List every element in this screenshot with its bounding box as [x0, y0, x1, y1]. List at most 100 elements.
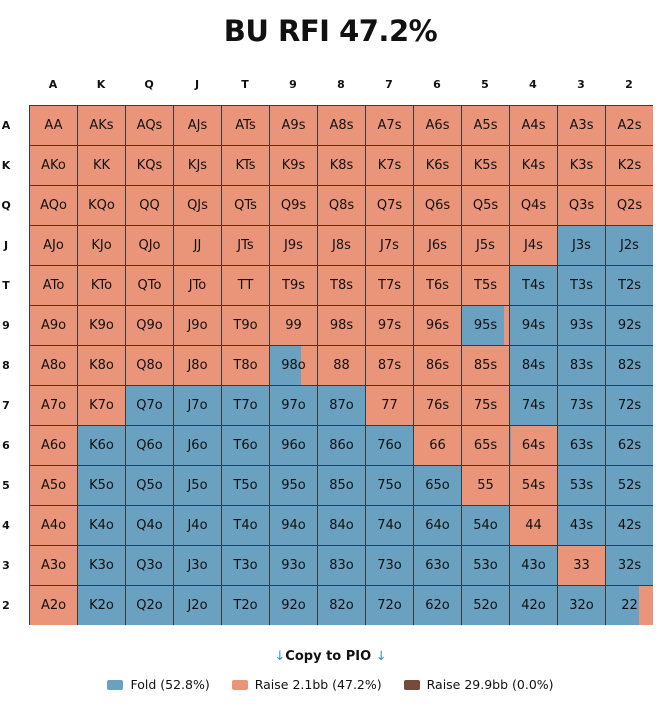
hand-cell[interactable]: T5s [462, 266, 509, 305]
hand-cell[interactable]: 86o [318, 426, 365, 465]
hand-cell[interactable]: 52o [462, 586, 509, 625]
hand-cell[interactable]: 52s [606, 466, 653, 505]
hand-cell[interactable]: KJo [78, 226, 125, 265]
hand-cell[interactable]: Q3s [558, 186, 605, 225]
hand-cell[interactable]: 82s [606, 346, 653, 385]
hand-cell[interactable]: T3o [222, 546, 269, 585]
hand-cell[interactable]: QJs [174, 186, 221, 225]
hand-cell[interactable]: 92o [270, 586, 317, 625]
hand-cell[interactable]: T3s [558, 266, 605, 305]
hand-cell[interactable]: TT [222, 266, 269, 305]
hand-cell[interactable]: 43s [558, 506, 605, 545]
hand-cell[interactable]: 77 [366, 386, 413, 425]
hand-cell[interactable]: 93s [558, 306, 605, 345]
hand-cell[interactable]: 74s [510, 386, 557, 425]
hand-cell[interactable]: K2o [78, 586, 125, 625]
hand-cell[interactable]: J9s [270, 226, 317, 265]
hand-cell[interactable]: K7o [78, 386, 125, 425]
hand-cell[interactable]: K3o [78, 546, 125, 585]
hand-cell[interactable]: 92s [606, 306, 653, 345]
hand-cell[interactable]: JTo [174, 266, 221, 305]
hand-cell[interactable]: T5o [222, 466, 269, 505]
hand-cell[interactable]: J5s [462, 226, 509, 265]
hand-cell[interactable]: 86s [414, 346, 461, 385]
hand-cell[interactable]: 66 [414, 426, 461, 465]
hand-cell[interactable]: K5s [462, 146, 509, 185]
hand-cell[interactable]: 87o [318, 386, 365, 425]
hand-cell[interactable]: KQs [126, 146, 173, 185]
hand-cell[interactable]: Q9o [126, 306, 173, 345]
hand-cell[interactable]: QTs [222, 186, 269, 225]
hand-cell[interactable]: K2s [606, 146, 653, 185]
hand-cell[interactable]: AJs [174, 106, 221, 145]
hand-cell[interactable]: 95s [462, 306, 509, 345]
hand-cell[interactable]: 98o [270, 346, 317, 385]
hand-cell[interactable]: AJo [30, 226, 77, 265]
hand-cell[interactable]: 76o [366, 426, 413, 465]
hand-cell[interactable]: 87s [366, 346, 413, 385]
hand-cell[interactable]: JTs [222, 226, 269, 265]
hand-cell[interactable]: J6s [414, 226, 461, 265]
hand-cell[interactable]: Q2o [126, 586, 173, 625]
hand-cell[interactable]: JJ [174, 226, 221, 265]
hand-cell[interactable]: J6o [174, 426, 221, 465]
hand-cell[interactable]: AA [30, 106, 77, 145]
hand-cell[interactable]: Q2s [606, 186, 653, 225]
hand-cell[interactable]: 95o [270, 466, 317, 505]
hand-cell[interactable]: K8s [318, 146, 365, 185]
hand-cell[interactable]: T2o [222, 586, 269, 625]
hand-cell[interactable]: 83o [318, 546, 365, 585]
hand-cell[interactable]: 75o [366, 466, 413, 505]
hand-cell[interactable]: J7s [366, 226, 413, 265]
hand-cell[interactable]: T8s [318, 266, 365, 305]
hand-cell[interactable]: T7o [222, 386, 269, 425]
hand-cell[interactable]: Q8s [318, 186, 365, 225]
hand-cell[interactable]: A8s [318, 106, 365, 145]
hand-cell[interactable]: 99 [270, 306, 317, 345]
hand-cell[interactable]: QQ [126, 186, 173, 225]
hand-cell[interactable]: Q7s [366, 186, 413, 225]
hand-cell[interactable]: 62s [606, 426, 653, 465]
hand-cell[interactable]: 64s [510, 426, 557, 465]
hand-cell[interactable]: Q8o [126, 346, 173, 385]
hand-cell[interactable]: T8o [222, 346, 269, 385]
hand-cell[interactable]: A2o [30, 586, 77, 625]
hand-cell[interactable]: J8s [318, 226, 365, 265]
hand-cell[interactable]: 54s [510, 466, 557, 505]
hand-cell[interactable]: K9s [270, 146, 317, 185]
hand-cell[interactable]: 73s [558, 386, 605, 425]
hand-cell[interactable]: AQs [126, 106, 173, 145]
hand-cell[interactable]: 76s [414, 386, 461, 425]
hand-cell[interactable]: K7s [366, 146, 413, 185]
hand-cell[interactable]: K5o [78, 466, 125, 505]
hand-cell[interactable]: Q4o [126, 506, 173, 545]
hand-cell[interactable]: 97o [270, 386, 317, 425]
hand-cell[interactable]: 62o [414, 586, 461, 625]
hand-cell[interactable]: 84s [510, 346, 557, 385]
hand-cell[interactable]: A2s [606, 106, 653, 145]
hand-cell[interactable]: KQo [78, 186, 125, 225]
hand-cell[interactable]: 65o [414, 466, 461, 505]
hand-cell[interactable]: ATo [30, 266, 77, 305]
hand-cell[interactable]: K3s [558, 146, 605, 185]
hand-cell[interactable]: T6o [222, 426, 269, 465]
hand-cell[interactable]: 53o [462, 546, 509, 585]
hand-cell[interactable]: ATs [222, 106, 269, 145]
hand-cell[interactable]: 96s [414, 306, 461, 345]
hand-cell[interactable]: J2s [606, 226, 653, 265]
hand-cell[interactable]: J4o [174, 506, 221, 545]
hand-cell[interactable]: T9s [270, 266, 317, 305]
hand-cell[interactable]: Q7o [126, 386, 173, 425]
hand-cell[interactable]: K9o [78, 306, 125, 345]
hand-cell[interactable]: 22 [606, 586, 653, 625]
hand-cell[interactable]: T4s [510, 266, 557, 305]
hand-cell[interactable]: 42s [606, 506, 653, 545]
hand-cell[interactable]: 43o [510, 546, 557, 585]
hand-cell[interactable]: AKs [78, 106, 125, 145]
hand-cell[interactable]: A5o [30, 466, 77, 505]
hand-cell[interactable]: Q6s [414, 186, 461, 225]
hand-cell[interactable]: AKo [30, 146, 77, 185]
hand-cell[interactable]: A8o [30, 346, 77, 385]
hand-cell[interactable]: T2s [606, 266, 653, 305]
hand-cell[interactable]: KTs [222, 146, 269, 185]
